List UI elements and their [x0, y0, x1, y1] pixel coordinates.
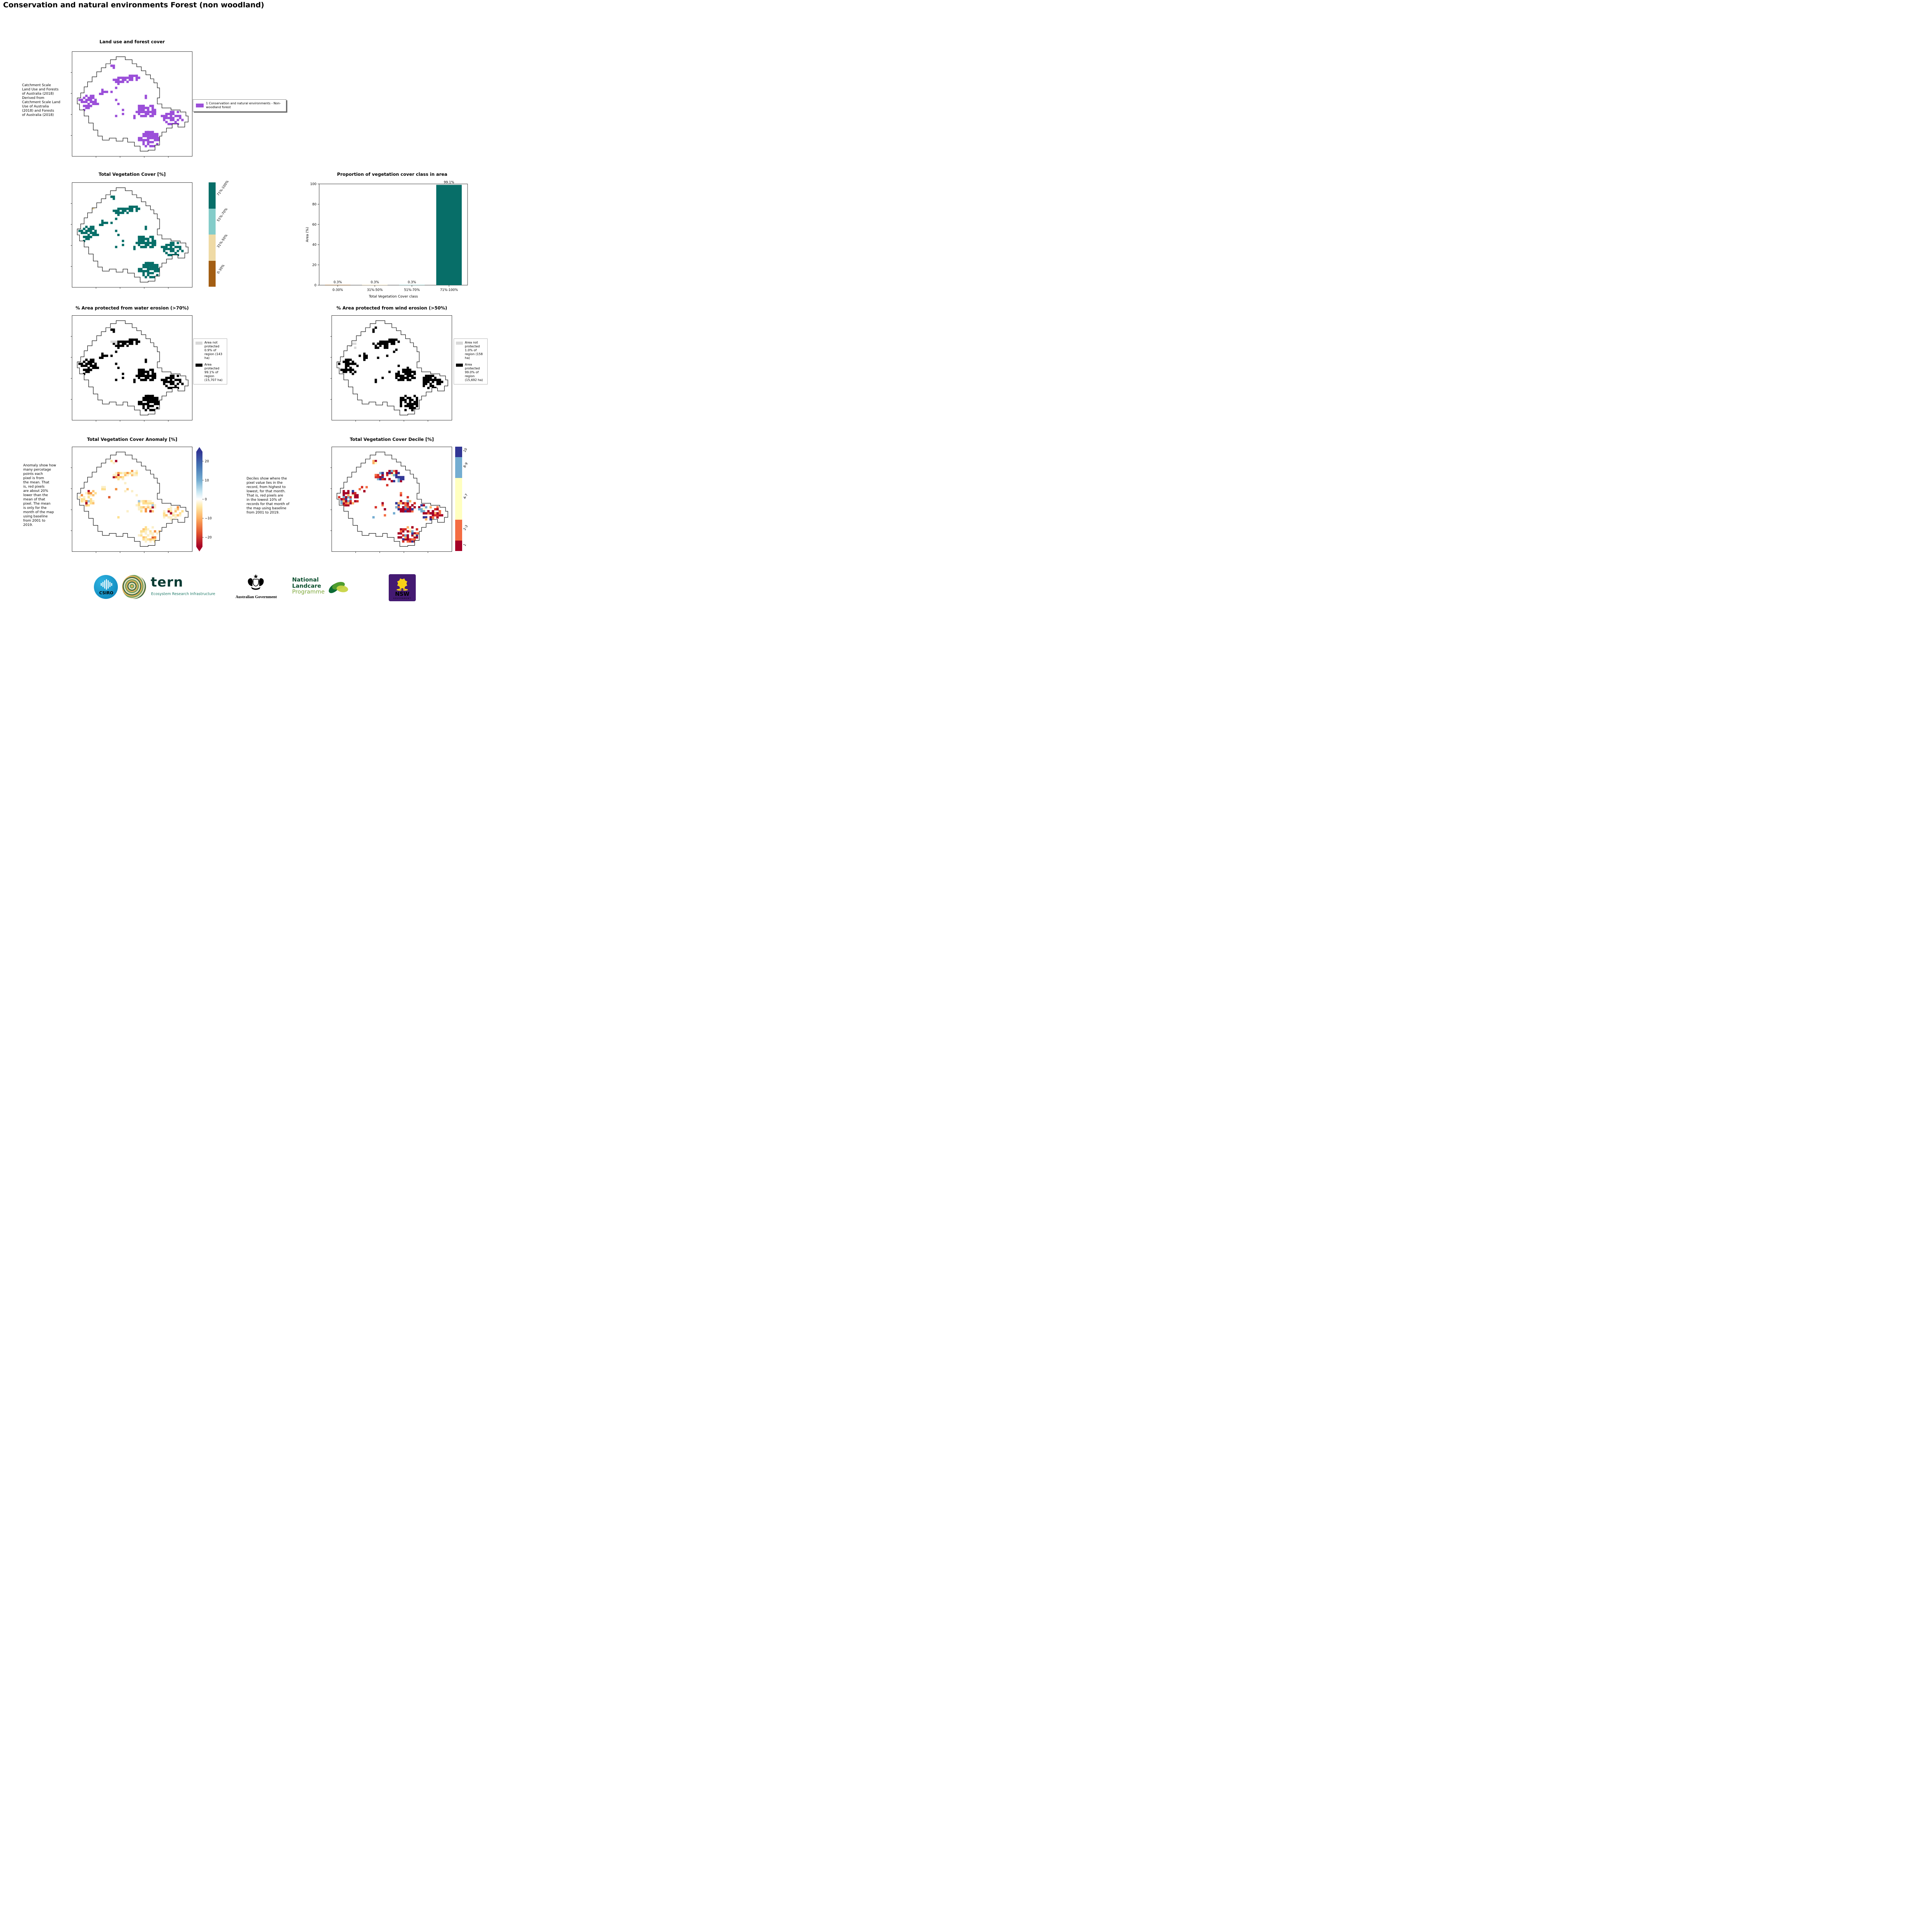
proportion-bar-chart: 0 20 40 60 80 100 0-30% 0.3% 31%-50% 0.3% 51%-70% 0… — [306, 180, 468, 299]
svg-text:0: 0 — [315, 284, 316, 287]
australian-government-label: Australian Government — [235, 595, 277, 599]
wind-erosion-map — [330, 315, 452, 422]
svg-text:10: 10 — [205, 479, 209, 483]
csiro-wordmark: CSIRO — [99, 591, 113, 595]
tern-subtitle: Ecosystem Research Infrastructure — [151, 592, 216, 596]
page-title: Conservation and natural environments Fo… — [3, 1, 264, 9]
decile-title: Total Vegetation Cover Decile [%] — [350, 437, 434, 442]
report-page: Conservation and natural environments Fo… — [0, 0, 491, 611]
wind-erosion-legend: Area not protected 1.0% of region (158 h… — [454, 338, 488, 384]
proportion-chart-title: Proportion of vegetation cover class in … — [337, 172, 447, 177]
svg-text:Area (%): Area (%) — [306, 227, 310, 242]
csiro-waveform-icon: CSIRO — [99, 579, 113, 595]
footer-logos: CSIRO tern Ecosystem Research Infrastruc… — [0, 572, 491, 611]
vegcover-colorbar-labels: 71%-100% 51%-70% 31%-50% 0-30% — [216, 179, 230, 275]
nsw-waratah-icon: NSW GOVERNMENT — [393, 578, 411, 600]
nsw-government-logo: NSW GOVERNMENT — [389, 574, 416, 601]
svg-text:71%-100%: 71%-100% — [440, 288, 458, 292]
svg-text:0-30%: 0-30% — [332, 288, 343, 292]
protected-swatch — [196, 364, 202, 367]
landcare-line-2: Landcare — [292, 583, 321, 589]
not-protected-swatch — [456, 342, 463, 345]
svg-text:60: 60 — [312, 223, 316, 227]
protected-swatch — [456, 364, 463, 367]
legend-entry: Area protected 99.0% of region (15,692 h… — [456, 363, 485, 382]
landuse-map — [71, 51, 192, 158]
anomaly-colorbar: 20 10 0 −10 −20 — [196, 447, 212, 551]
svg-text:0: 0 — [205, 498, 207, 502]
svg-text:20: 20 — [312, 264, 316, 267]
landcare-wordmark: National Landcare Programme — [292, 577, 325, 595]
landuse-caption: Catchment Scale Land Use and Forests of … — [22, 83, 61, 117]
vegcover-title: Total Vegetation Cover [%] — [99, 172, 166, 177]
decile-colorbar-bar — [455, 447, 462, 551]
svg-text:100: 100 — [310, 182, 316, 186]
legend-entry: Area protected 99.1% of region (15,707 h… — [196, 363, 225, 382]
vegcover-map — [71, 182, 192, 289]
csiro-logo: CSIRO — [94, 575, 118, 599]
svg-text:−20: −20 — [205, 536, 212, 539]
vegcover-colorbar: 71%-100% 51%-70% 31%-50% 0-30% — [209, 179, 251, 287]
tern-wordmark: tern — [151, 575, 184, 590]
anomaly-map — [71, 447, 192, 553]
landcare-line-3: Programme — [292, 589, 325, 595]
svg-text:20: 20 — [205, 460, 209, 464]
nsw-government-label: GOVERNMENT — [393, 597, 411, 600]
anomaly-title: Total Vegetation Cover Anomaly [%] — [87, 437, 177, 442]
svg-text:−10: −10 — [205, 517, 212, 520]
wind-erosion-title: % Area protected from wind erosion (>50%… — [336, 305, 447, 311]
anomaly-caption: Anomaly show how many percetage points e… — [23, 464, 56, 527]
decile-colorbar-labels: 10 8-9 4-7 2-3 1 — [463, 447, 469, 547]
svg-text:40: 40 — [312, 243, 316, 247]
australian-government-crest-icon — [248, 574, 264, 590]
vegcover-colorbar-bar — [209, 182, 216, 287]
svg-text:0.3%: 0.3% — [371, 281, 379, 284]
landcare-leaves-icon — [328, 582, 348, 593]
protected-label: Area protected 99.1% of region (15,707 h… — [204, 363, 223, 382]
svg-text:0.3%: 0.3% — [408, 281, 416, 284]
not-protected-label: Area not protected 0.9% of region (143 h… — [204, 341, 223, 360]
legend-entry: Area not protected 0.9% of region (143 h… — [196, 341, 225, 360]
water-erosion-legend: Area not protected 0.9% of region (143 h… — [193, 338, 227, 384]
landcare-line-1: National — [292, 577, 319, 583]
landuse-title: Land use and forest cover — [99, 39, 165, 44]
decile-caption: Deciles show where the pixel value lies … — [247, 477, 289, 515]
svg-text:0.3%: 0.3% — [333, 281, 342, 284]
svg-text:99.1%: 99.1% — [444, 180, 454, 184]
protected-label: Area protected 99.0% of region (15,692 h… — [465, 363, 483, 382]
svg-text:31%-50%: 31%-50% — [367, 288, 383, 292]
water-erosion-title: % Area protected from water erosion (>70… — [75, 305, 189, 311]
landuse-legend-swatch — [196, 104, 204, 107]
landuse-legend-label: 1 Conservation and natural environments … — [206, 102, 281, 109]
svg-text:Total Vegetation Cover class: Total Vegetation Cover class — [369, 295, 418, 299]
legend-entry: Area not protected 1.0% of region (158 h… — [456, 341, 485, 360]
landuse-legend: 1 Conservation and natural environments … — [193, 99, 286, 112]
tern-art-icon — [120, 573, 148, 601]
decile-colorbar: 10 8-9 4-7 2-3 1 — [455, 447, 490, 551]
svg-text:80: 80 — [312, 202, 316, 206]
nsw-wordmark: NSW — [395, 591, 409, 597]
svg-text:51%-70%: 51%-70% — [404, 288, 420, 292]
not-protected-swatch — [196, 342, 202, 345]
not-protected-label: Area not protected 1.0% of region (158 h… — [465, 341, 483, 360]
decile-map — [330, 447, 452, 553]
water-erosion-map — [71, 315, 192, 422]
